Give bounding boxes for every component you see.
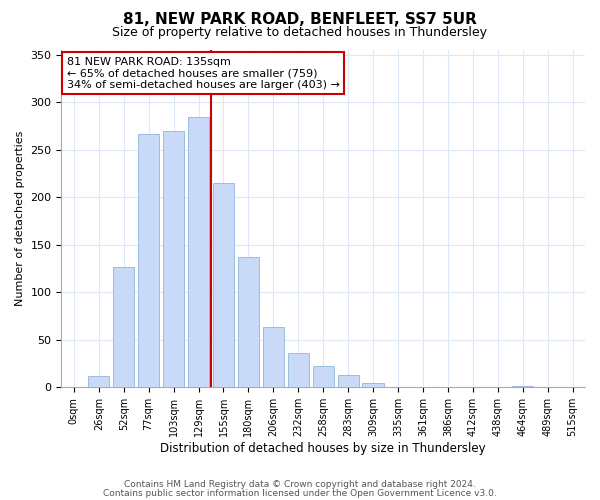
Bar: [163, 131, 184, 388]
Text: Size of property relative to detached houses in Thundersley: Size of property relative to detached ho…: [113, 26, 487, 39]
Bar: [88, 376, 109, 388]
Bar: [287, 353, 309, 388]
Bar: [338, 375, 359, 388]
Bar: [213, 183, 234, 388]
Text: 81, NEW PARK ROAD, BENFLEET, SS7 5UR: 81, NEW PARK ROAD, BENFLEET, SS7 5UR: [123, 12, 477, 28]
Text: Contains public sector information licensed under the Open Government Licence v3: Contains public sector information licen…: [103, 488, 497, 498]
Bar: [138, 134, 159, 388]
Bar: [362, 382, 383, 388]
Bar: [512, 386, 533, 388]
Bar: [238, 257, 259, 388]
Bar: [188, 116, 209, 388]
Text: 81 NEW PARK ROAD: 135sqm
← 65% of detached houses are smaller (759)
34% of semi-: 81 NEW PARK ROAD: 135sqm ← 65% of detach…: [67, 56, 340, 90]
Bar: [263, 328, 284, 388]
X-axis label: Distribution of detached houses by size in Thundersley: Distribution of detached houses by size …: [160, 442, 486, 455]
Bar: [113, 266, 134, 388]
Bar: [313, 366, 334, 388]
Y-axis label: Number of detached properties: Number of detached properties: [15, 131, 25, 306]
Text: Contains HM Land Registry data © Crown copyright and database right 2024.: Contains HM Land Registry data © Crown c…: [124, 480, 476, 489]
